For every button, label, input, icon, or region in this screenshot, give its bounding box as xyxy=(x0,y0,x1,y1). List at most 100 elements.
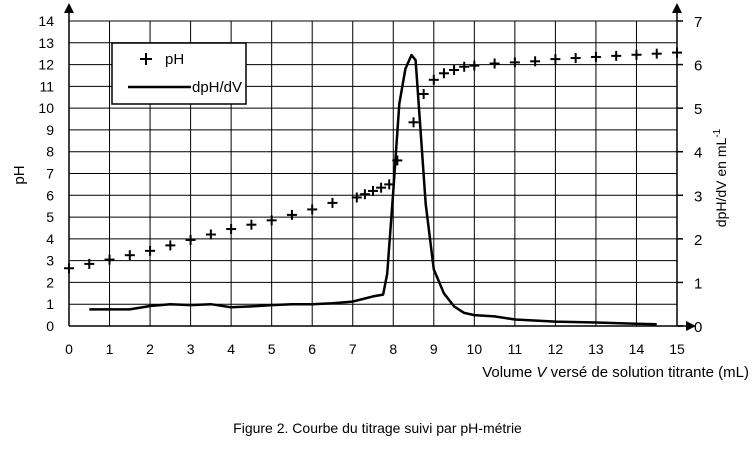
figure-caption: Figure 2. Courbe du titrage suivi par pH… xyxy=(233,420,522,436)
ph-point xyxy=(368,185,378,196)
dpH-dV-curve xyxy=(89,53,657,326)
titration-chart: 0 1 2 3 4 5 6 7 8 9 10 11 12 13 14 15 01234567891011121… xyxy=(11,3,749,381)
y-left-tick-label: 6 xyxy=(46,187,54,203)
x-axis-arrow xyxy=(686,321,696,331)
y-left-axis-label: pH xyxy=(11,165,28,184)
ph-point xyxy=(459,61,470,72)
y-right-tick-label: 2 xyxy=(694,232,702,249)
y-left-tick-label: 10 xyxy=(38,100,54,116)
ph-point xyxy=(104,254,115,265)
y-right-tick-label: 3 xyxy=(694,188,702,205)
x-tick-label: 13 xyxy=(588,341,604,357)
y-right-tick-labels: 0 1 2 3 4 5 6 7 xyxy=(677,14,702,336)
y-left-tick-label: 1 xyxy=(46,296,54,312)
y-left-tick-label: 13 xyxy=(38,35,54,51)
ph-point xyxy=(205,229,216,240)
x-axis-label-suffix: versé de solution titrante (mL) xyxy=(546,364,749,381)
x-tick-label: 1 xyxy=(106,341,114,357)
ph-point xyxy=(266,215,277,226)
ph-point xyxy=(469,60,480,71)
ph-point xyxy=(226,224,237,235)
x-tick-label: 5 xyxy=(268,341,276,357)
ph-point xyxy=(246,219,257,230)
y-left-tick-label: 4 xyxy=(46,231,54,247)
x-axis-label-prefix: Volume xyxy=(482,364,536,381)
x-axis-label-variable: V xyxy=(536,364,548,381)
ph-point xyxy=(384,179,395,190)
y-right-tick-label: 7 xyxy=(694,14,702,31)
ph-point xyxy=(590,51,601,62)
y-left-tick-label: 14 xyxy=(38,13,54,29)
x-tick-label: 11 xyxy=(508,341,523,357)
ph-point xyxy=(509,57,520,68)
x-tick-label: 6 xyxy=(308,341,316,357)
y-left-tick-label: 0 xyxy=(46,318,54,334)
ph-point xyxy=(530,56,541,67)
y-right-tick-label: 1 xyxy=(694,275,702,292)
ph-point xyxy=(672,47,682,58)
x-tick-labels: 0 1 2 3 4 5 6 7 8 9 10 11 12 13 14 15 xyxy=(65,341,685,357)
ph-point xyxy=(351,192,362,203)
ph-point xyxy=(489,58,500,69)
x-tick-label: 15 xyxy=(669,341,685,357)
y-left-tick-label: 8 xyxy=(46,144,54,160)
ph-point xyxy=(611,50,622,61)
legend: pH dpH/dV xyxy=(111,42,247,105)
y-left-tick-label: 12 xyxy=(38,57,54,73)
y-right-axis-label-sup: -1 xyxy=(712,128,723,137)
x-tick-label: 7 xyxy=(349,341,357,357)
ph-point xyxy=(327,197,338,208)
ph-point xyxy=(185,234,196,245)
y-left-tick-label: 7 xyxy=(46,166,54,182)
ph-point xyxy=(651,48,662,59)
series-dpH-dV xyxy=(89,53,657,326)
x-tick-label: 10 xyxy=(467,341,483,357)
legend-label-ph: pH xyxy=(165,51,184,68)
y-right-tick-label: 5 xyxy=(694,101,702,118)
y-right-axis-label: dpH/dV en mL-1 xyxy=(712,128,729,227)
ph-point xyxy=(408,117,419,128)
legend-box xyxy=(111,42,247,105)
x-axis-label: Volume V versé de solution titrante (mL) xyxy=(482,364,749,381)
ph-point xyxy=(392,155,403,166)
ph-point xyxy=(286,209,297,220)
x-tick-label: 12 xyxy=(548,341,564,357)
x-tick-label: 14 xyxy=(629,341,645,357)
ph-point xyxy=(428,74,439,85)
ph-point xyxy=(84,258,95,269)
legend-marker-ph xyxy=(140,53,152,65)
x-tick-label: 8 xyxy=(389,341,397,357)
ph-point xyxy=(376,182,387,193)
ph-point xyxy=(418,88,429,99)
ph-point xyxy=(631,49,642,60)
y-left-tick-label: 11 xyxy=(39,78,54,94)
y-left-tick-label: 2 xyxy=(46,274,54,290)
ph-point xyxy=(550,54,561,65)
ph-point xyxy=(438,68,449,79)
y-right-tick-label: 4 xyxy=(694,145,702,162)
x-tick-label: 2 xyxy=(146,341,154,357)
y-left-tick-label: 9 xyxy=(46,122,54,138)
y-right-tick-label: 6 xyxy=(694,58,702,75)
y-left-tick-label: 3 xyxy=(46,253,54,269)
series-pH xyxy=(64,47,682,274)
y-left-tick-label: 5 xyxy=(46,209,54,225)
ph-point xyxy=(145,245,156,256)
x-tick-label: 3 xyxy=(187,341,195,357)
x-tick-label: 9 xyxy=(430,341,438,357)
y-left-axis-arrow xyxy=(64,3,74,13)
legend-label-dpH-dV: dpH/dV xyxy=(192,79,242,96)
y-right-tick-label: 0 xyxy=(694,319,702,336)
ph-point xyxy=(165,240,176,251)
y-right-axis-arrow xyxy=(672,3,682,13)
ph-point xyxy=(124,250,135,261)
ph-point xyxy=(359,189,370,200)
ph-point xyxy=(570,53,581,64)
grid xyxy=(68,20,678,327)
y-right-axis-label-main: dpH/dV en mL xyxy=(713,137,729,227)
ph-point xyxy=(64,263,74,274)
ph-point xyxy=(449,65,460,76)
ph-point xyxy=(307,204,318,215)
x-tick-label: 4 xyxy=(227,341,235,357)
